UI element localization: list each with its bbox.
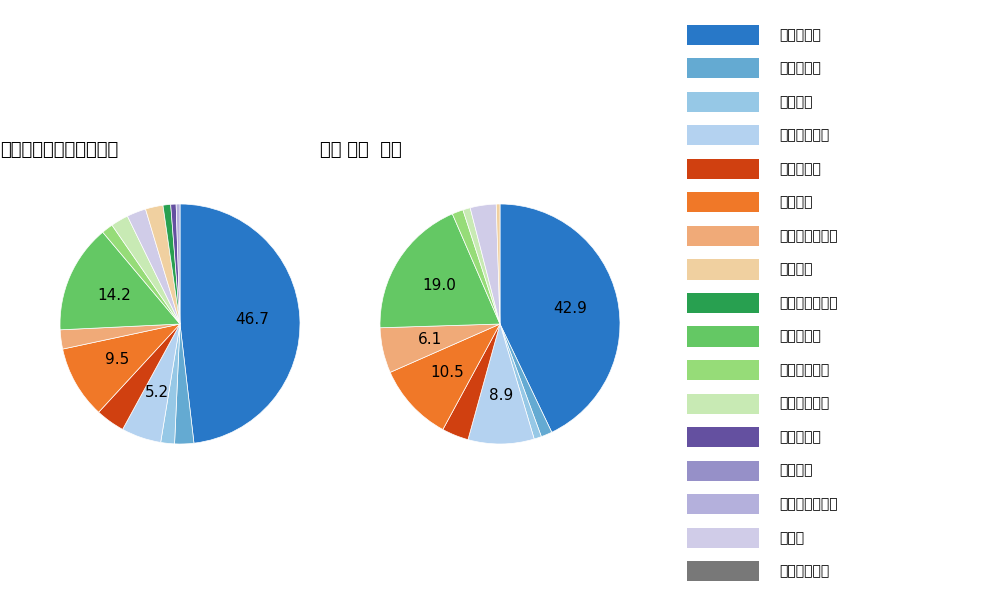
FancyBboxPatch shape — [686, 561, 759, 581]
Text: ストレート: ストレート — [779, 28, 821, 42]
FancyBboxPatch shape — [686, 293, 759, 313]
Text: スプリット: スプリット — [779, 162, 821, 176]
Text: 10.5: 10.5 — [430, 365, 464, 380]
Wedge shape — [500, 324, 552, 437]
Text: スローカーブ: スローカーブ — [779, 564, 829, 578]
Text: 縦スライダー: 縦スライダー — [779, 363, 829, 377]
Wedge shape — [63, 324, 180, 412]
Text: 6.1: 6.1 — [418, 332, 442, 347]
Text: ツーシーム: ツーシーム — [779, 61, 821, 75]
Text: フォーク: フォーク — [779, 196, 812, 209]
Wedge shape — [103, 225, 180, 324]
Wedge shape — [500, 324, 541, 439]
Wedge shape — [380, 214, 500, 328]
Wedge shape — [60, 324, 180, 349]
FancyBboxPatch shape — [686, 58, 759, 79]
Text: 42.9: 42.9 — [553, 301, 587, 316]
Text: カーブ: カーブ — [779, 531, 804, 545]
Wedge shape — [496, 204, 500, 324]
FancyBboxPatch shape — [686, 527, 759, 548]
Text: ナックルカーブ: ナックルカーブ — [779, 497, 838, 511]
Wedge shape — [163, 205, 180, 324]
Wedge shape — [390, 324, 500, 430]
FancyBboxPatch shape — [686, 494, 759, 514]
Text: パ・リーグ全プレイヤー: パ・リーグ全プレイヤー — [0, 140, 118, 158]
Wedge shape — [161, 324, 180, 444]
FancyBboxPatch shape — [686, 159, 759, 179]
FancyBboxPatch shape — [686, 394, 759, 413]
Text: スライダー: スライダー — [779, 329, 821, 344]
Wedge shape — [443, 324, 500, 440]
FancyBboxPatch shape — [686, 427, 759, 447]
FancyBboxPatch shape — [686, 226, 759, 246]
Wedge shape — [146, 205, 180, 324]
Text: 8.9: 8.9 — [489, 388, 513, 403]
FancyBboxPatch shape — [686, 461, 759, 481]
Wedge shape — [463, 208, 500, 324]
FancyBboxPatch shape — [686, 193, 759, 212]
Text: 9.5: 9.5 — [105, 352, 130, 367]
Wedge shape — [452, 210, 500, 324]
FancyBboxPatch shape — [686, 92, 759, 112]
Wedge shape — [175, 324, 194, 444]
Text: ナックル: ナックル — [779, 464, 812, 478]
Text: 46.7: 46.7 — [235, 313, 269, 328]
Wedge shape — [127, 209, 180, 324]
Text: パワーカーブ: パワーカーブ — [779, 397, 829, 410]
Wedge shape — [123, 324, 180, 442]
FancyBboxPatch shape — [686, 326, 759, 347]
Text: シンカー: シンカー — [779, 262, 812, 277]
Wedge shape — [500, 204, 620, 432]
Text: 14.2: 14.2 — [97, 288, 131, 303]
Text: 19.0: 19.0 — [422, 278, 456, 293]
FancyBboxPatch shape — [686, 125, 759, 145]
Wedge shape — [180, 204, 300, 443]
Wedge shape — [112, 216, 180, 324]
Text: カットボール: カットボール — [779, 128, 829, 142]
Text: 鈴木 大地  選手: 鈴木 大地 選手 — [320, 140, 402, 158]
FancyBboxPatch shape — [686, 360, 759, 380]
Text: 高速スライダー: 高速スライダー — [779, 296, 838, 310]
FancyBboxPatch shape — [686, 259, 759, 280]
Wedge shape — [380, 324, 500, 373]
Wedge shape — [468, 324, 534, 444]
Wedge shape — [171, 204, 180, 324]
Text: チェンジアップ: チェンジアップ — [779, 229, 838, 243]
FancyBboxPatch shape — [686, 25, 759, 45]
Text: シュート: シュート — [779, 95, 812, 109]
Text: 5.2: 5.2 — [145, 385, 169, 400]
Wedge shape — [99, 324, 180, 430]
Wedge shape — [176, 204, 180, 324]
Wedge shape — [60, 232, 180, 330]
Text: スクリュー: スクリュー — [779, 430, 821, 444]
Wedge shape — [470, 204, 500, 324]
